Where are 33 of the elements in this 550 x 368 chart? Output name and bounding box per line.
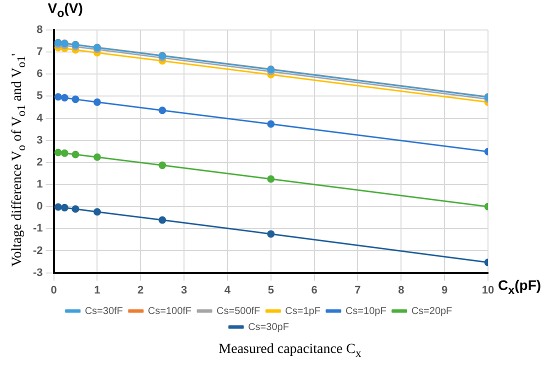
y-tick-label: 7	[36, 46, 43, 58]
y-tick-label: 4	[36, 112, 44, 124]
x-tick-label: 2	[138, 284, 144, 296]
legend-label: Cs=20pF	[411, 306, 452, 317]
x-tick-label: 6	[311, 284, 318, 296]
y-tick-label: 5	[36, 90, 43, 102]
y-tick-label: -1	[33, 222, 43, 235]
x-tick-label: 9	[442, 284, 448, 296]
y-tick-label: -3	[33, 266, 43, 279]
x-tick-label: 5	[268, 284, 274, 296]
legend-label: Cs=1pF	[285, 306, 320, 317]
text: V$_{o}$(V)	[48, 0, 83, 20]
y-tick-label: 6	[36, 68, 43, 80]
x-tick-label: 7	[354, 284, 361, 296]
x-tick-label: 0	[50, 284, 57, 296]
legend-label: Cs=30pF	[248, 322, 289, 333]
y-tick-label: 2	[36, 156, 43, 168]
x-axis-title: Measured capacitance C$_{x}$	[218, 342, 362, 360]
y-tick-label: 1	[36, 178, 43, 191]
x-tick-label: 8	[398, 284, 404, 296]
legend-label: Cs=100fF	[148, 306, 192, 317]
y-tick-label: -2	[33, 244, 43, 257]
text: C$_{x}$(pF)	[498, 276, 542, 297]
y-tick-label: 0	[36, 200, 43, 213]
x-tick-label: 4	[224, 284, 232, 296]
x-tick-label: 3	[180, 284, 188, 296]
y-tick-label: 3	[36, 134, 43, 146]
legend-label: Cs=10pF	[345, 306, 386, 317]
y-tick-label: 8	[36, 24, 43, 36]
legend-label: Cs=500fF	[216, 306, 260, 317]
x-tick-label: 10	[482, 284, 494, 296]
legend-label: Cs=30fF	[84, 306, 123, 317]
x-tick-label: 1	[94, 284, 100, 296]
